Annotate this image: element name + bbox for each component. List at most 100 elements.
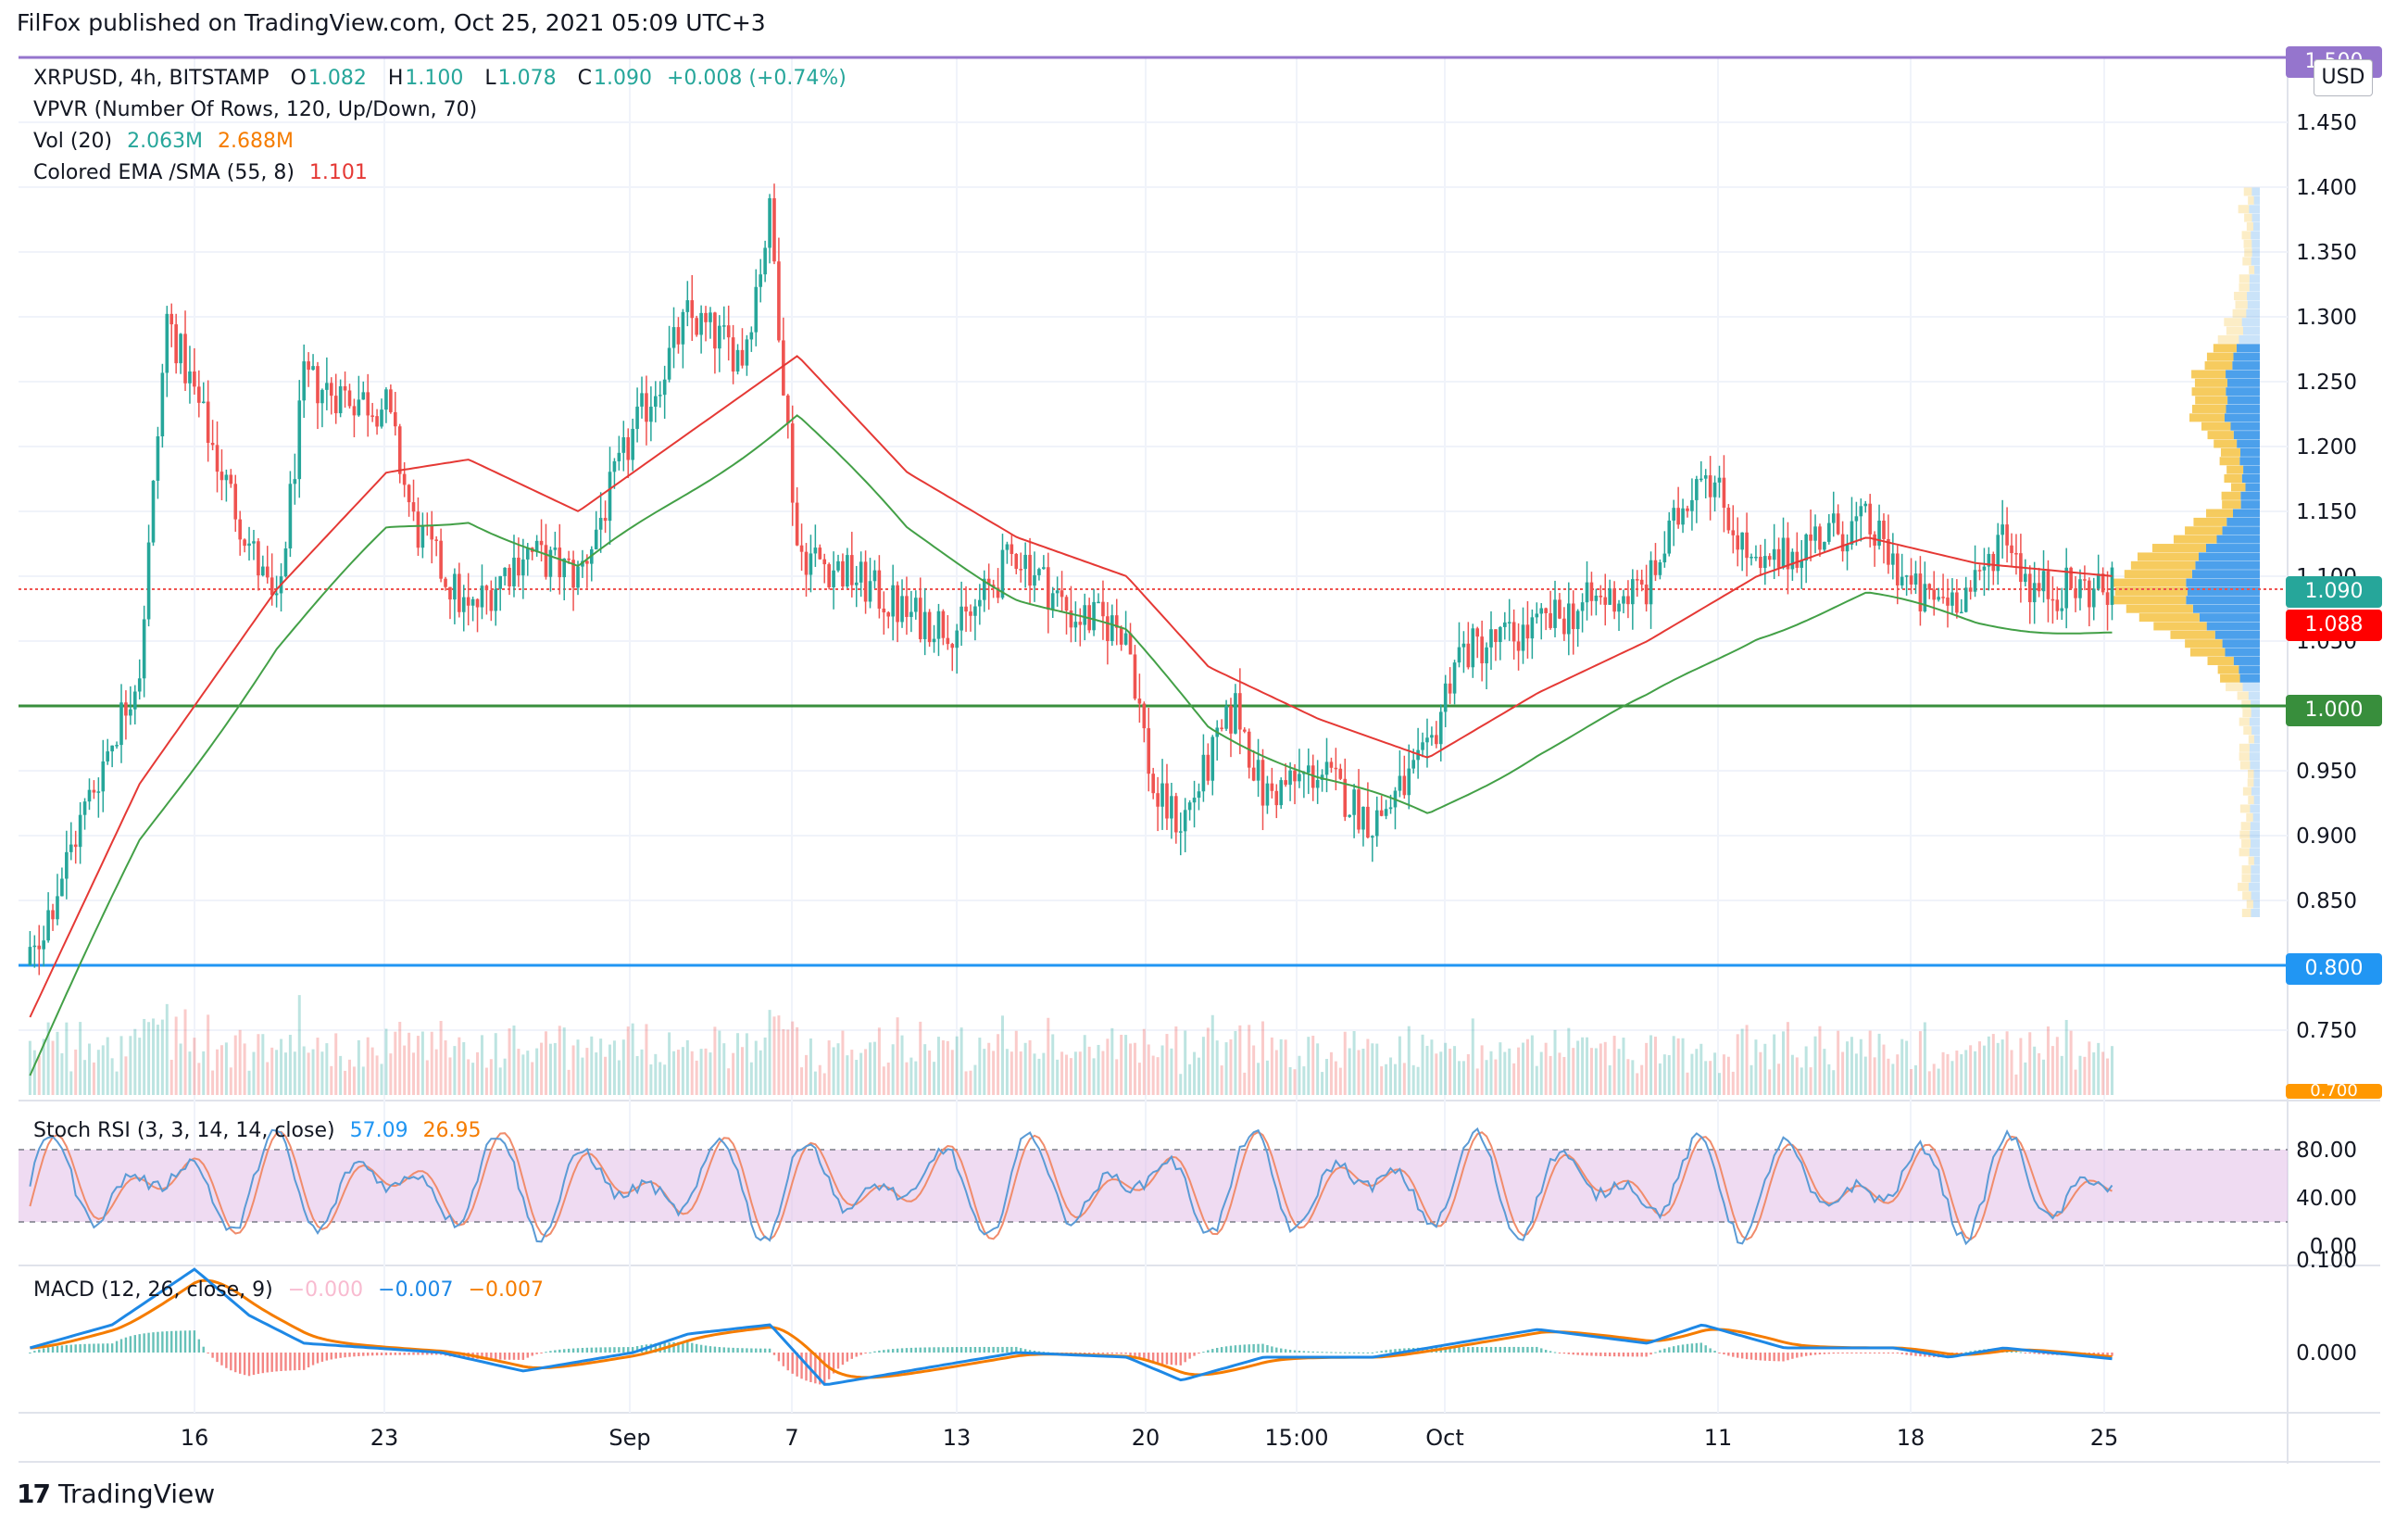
macd-histogram-bar <box>495 1353 497 1360</box>
candle-body <box>1608 588 1612 605</box>
volume-profile-down <box>2206 509 2234 518</box>
legend-vol1: 2.063M <box>127 130 204 153</box>
candle-body <box>603 518 608 522</box>
volume-bar <box>169 1059 173 1095</box>
macd-histogram-bar <box>1686 1343 1689 1353</box>
candle-body <box>1681 508 1685 525</box>
candle-body <box>1443 683 1448 712</box>
macd-histogram-bar <box>590 1347 593 1353</box>
macd-histogram-bar <box>746 1348 748 1353</box>
candle-body <box>617 452 621 461</box>
volume-profile-up <box>2253 735 2260 744</box>
macd-histogram-bar <box>220 1353 223 1366</box>
volume-bar <box>950 1050 954 1095</box>
macd-histogram-bar <box>1480 1346 1484 1353</box>
candle-body <box>407 485 411 503</box>
candle-body <box>841 560 845 587</box>
volume-bar <box>1206 1027 1210 1095</box>
macd-histogram-bar <box>170 1330 173 1353</box>
macd-histogram-bar <box>1622 1353 1625 1357</box>
volume-bar <box>704 1048 708 1095</box>
candle-body <box>1494 629 1498 643</box>
volume-bar <box>1261 1021 1264 1095</box>
volume-bar <box>2010 1050 2013 1095</box>
candle-body <box>1402 775 1407 796</box>
candle-body <box>60 878 64 897</box>
macd-histogram-bar <box>1243 1344 1246 1353</box>
volume-bar <box>2051 1046 2054 1095</box>
volume-profile-down <box>2244 213 2252 222</box>
candle-body <box>941 610 946 638</box>
volume-profile-up <box>2242 326 2260 335</box>
macd-histogram-bar <box>421 1353 424 1355</box>
candle-body <box>1740 532 1744 550</box>
macd-histogram-bar <box>1458 1347 1461 1353</box>
volume-bar <box>590 1036 594 1095</box>
volume-bar <box>663 1064 667 1095</box>
volume-bar <box>941 1040 945 1095</box>
volume-profile-down <box>2235 300 2248 309</box>
candle-body <box>1877 520 1881 546</box>
volume-bar <box>1106 1038 1110 1095</box>
candle-body <box>1279 780 1284 806</box>
currency-button[interactable]: USD <box>2314 59 2373 96</box>
macd-histogram-bar <box>252 1353 256 1376</box>
macd-histogram-bar <box>1818 1353 1822 1355</box>
volume-bar <box>992 1051 996 1095</box>
macd-histogram-bar <box>604 1347 607 1353</box>
volume-bar <box>1210 1014 1214 1095</box>
macd-histogram-bar <box>398 1353 401 1355</box>
candle-body <box>534 540 539 552</box>
candle-body <box>1672 508 1675 521</box>
candle-body <box>1722 477 1726 509</box>
candle-body <box>1968 587 1973 592</box>
volume-bar <box>612 1040 616 1095</box>
macd-histogram-bar <box>713 1346 717 1353</box>
candle-body <box>1887 538 1890 565</box>
macd-histogram-bar <box>1321 1352 1323 1353</box>
candle-body <box>1298 774 1301 782</box>
candle-body <box>521 559 525 576</box>
volume-profile-down <box>2241 838 2251 848</box>
candle-body <box>1549 612 1552 628</box>
macd-histogram-bar <box>1581 1353 1584 1356</box>
candle-body <box>119 702 123 746</box>
tradingview-logo[interactable]: 17 TradingView <box>17 1475 215 1512</box>
volume-bar <box>617 1060 621 1095</box>
candle-body <box>1790 551 1795 570</box>
candle-body <box>1165 783 1169 819</box>
macd-histogram-bar <box>238 1353 242 1374</box>
candle-body <box>1927 584 1932 590</box>
volume-bar <box>1636 1073 1639 1095</box>
volume-bar <box>2083 1056 2087 1095</box>
candle-body <box>1754 556 1758 559</box>
macd-histogram-bar <box>197 1339 201 1353</box>
candle-body <box>1963 587 1968 612</box>
candle-body <box>1567 603 1571 635</box>
macd-histogram-bar <box>1184 1353 1186 1363</box>
macd-histogram-bar <box>133 1335 136 1353</box>
volume-bar <box>676 1050 680 1095</box>
volume-bar <box>1750 1064 1753 1095</box>
candle-body <box>1320 774 1324 780</box>
volume-bar <box>955 1036 959 1095</box>
volume-bar <box>827 1040 831 1095</box>
volume-profile-up <box>2250 804 2260 813</box>
volume-bar <box>933 1062 936 1095</box>
macd-histogram-bar <box>344 1353 346 1358</box>
volume-profile-down <box>2193 517 2227 526</box>
candle-body <box>430 525 434 540</box>
macd-histogram-bar <box>2111 1353 2113 1356</box>
macd-histogram-bar <box>521 1353 525 1360</box>
volume-bar <box>631 1023 634 1095</box>
volume-profile-up <box>2253 778 2260 787</box>
candle-body <box>822 559 827 565</box>
volume-bar <box>1461 1061 1465 1095</box>
macd-histogram-bar <box>1673 1346 1675 1353</box>
candle-body <box>1736 535 1740 550</box>
volume-bar <box>809 1038 812 1095</box>
volume-bar <box>1918 1031 1922 1095</box>
volume-bar <box>1489 1051 1493 1095</box>
macd-histogram-bar <box>2019 1352 2023 1353</box>
